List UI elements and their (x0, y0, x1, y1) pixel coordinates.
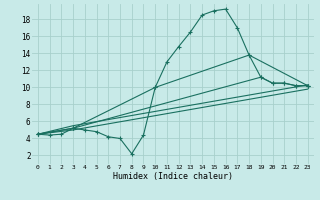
X-axis label: Humidex (Indice chaleur): Humidex (Indice chaleur) (113, 172, 233, 181)
